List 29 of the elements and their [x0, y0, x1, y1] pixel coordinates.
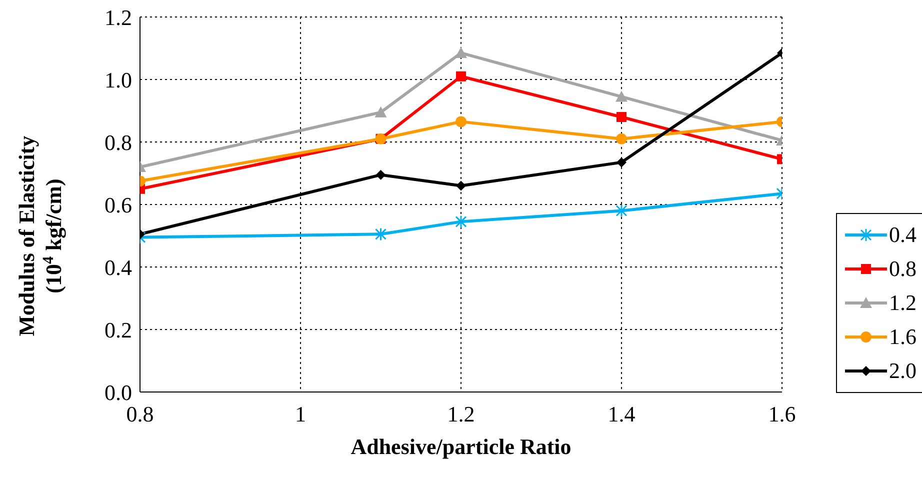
point — [616, 133, 627, 144]
point — [455, 214, 467, 228]
x-tick-label: 1.6 — [768, 402, 796, 427]
y-tick-label: 0.8 — [104, 130, 132, 155]
x-tick-label: 1.2 — [447, 402, 475, 427]
x-tick-label: 1 — [295, 402, 306, 427]
point — [616, 112, 626, 122]
point — [375, 227, 386, 241]
point — [374, 106, 387, 118]
y-tick-label: 0.6 — [104, 192, 132, 218]
point — [456, 116, 466, 128]
point — [616, 157, 626, 168]
y-tick-label: 1.0 — [104, 67, 132, 92]
y-tick-label: 0.4 — [104, 254, 132, 280]
legend-label: 2.0 — [889, 358, 916, 384]
legend-label: 0.4 — [889, 222, 916, 248]
y-tick-label: 1.2 — [104, 4, 132, 30]
point — [616, 90, 628, 102]
y-tick-label: 0.2 — [104, 317, 132, 342]
point — [376, 170, 386, 180]
legend-label: 1.2 — [889, 290, 916, 316]
legend-label: 1.6 — [889, 324, 916, 350]
point — [455, 46, 467, 58]
point — [616, 204, 628, 218]
point — [456, 71, 466, 82]
x-axis-title: Adhesive/particle Ratio — [350, 434, 572, 459]
legend-label: 0.8 — [889, 256, 916, 282]
x-tick-label: 1.4 — [608, 402, 636, 427]
point — [456, 180, 466, 191]
